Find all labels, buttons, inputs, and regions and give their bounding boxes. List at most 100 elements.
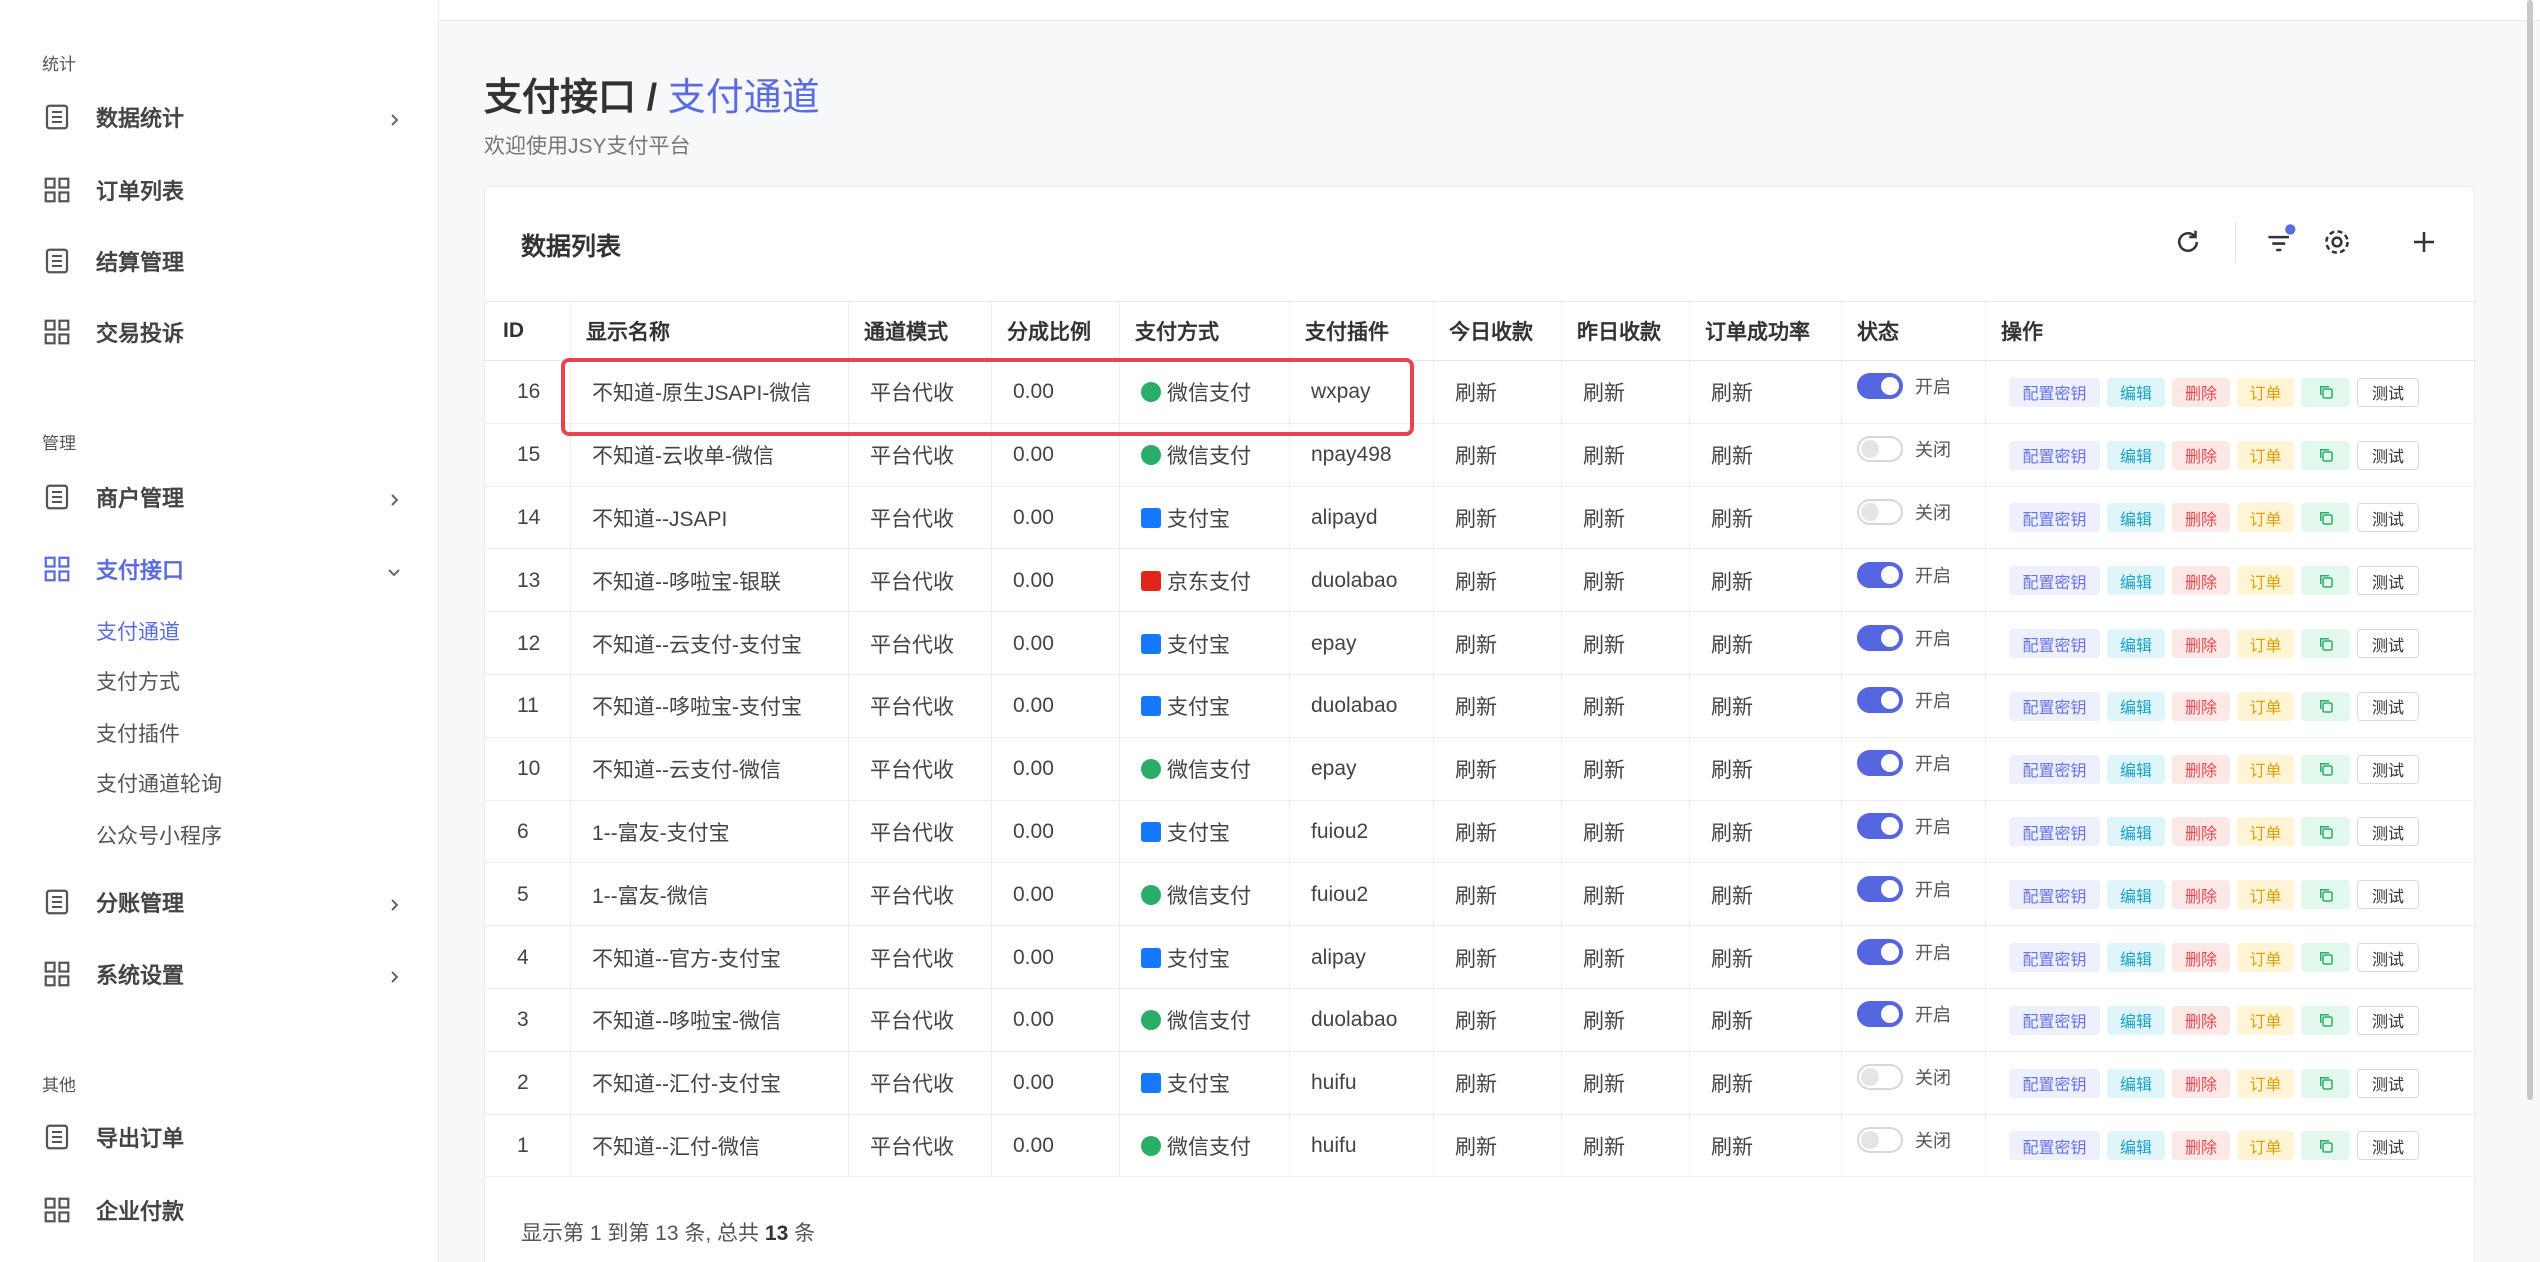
submenu-item[interactable]: 公众号小程序 xyxy=(96,825,222,848)
action-button[interactable]: 编辑 xyxy=(2107,691,2165,721)
submenu-item[interactable]: 支付通道轮询 xyxy=(96,773,222,796)
action-button[interactable]: 删除 xyxy=(2172,754,2230,784)
action-button[interactable]: 删除 xyxy=(2172,691,2230,721)
filter-button[interactable] xyxy=(2262,223,2298,259)
toggle[interactable] xyxy=(1857,624,1903,651)
menu-item[interactable]: 系统设置 xyxy=(96,963,185,988)
menu-item[interactable]: 企业付款 xyxy=(96,1199,185,1224)
action-button[interactable]: 测试 xyxy=(2357,503,2419,533)
action-button[interactable]: 测试 xyxy=(2357,1005,2419,1035)
action-button[interactable]: 配置密钥 xyxy=(2009,377,2100,407)
toggle[interactable] xyxy=(1857,750,1903,777)
action-button[interactable]: 订单 xyxy=(2237,1131,2294,1161)
action-button[interactable]: 测试 xyxy=(2357,943,2419,973)
action-button[interactable]: 配置密钥 xyxy=(2009,629,2100,659)
settings-button[interactable] xyxy=(2322,227,2352,257)
action-button[interactable]: 配置密钥 xyxy=(2009,880,2100,910)
toggle[interactable] xyxy=(1857,436,1903,463)
copy-button[interactable] xyxy=(2301,503,2350,533)
action-button[interactable]: 删除 xyxy=(2172,880,2230,910)
action-button[interactable]: 删除 xyxy=(2172,817,2230,847)
action-button[interactable]: 删除 xyxy=(2172,377,2230,407)
action-button[interactable]: 编辑 xyxy=(2107,566,2165,596)
toggle[interactable] xyxy=(1857,1064,1903,1091)
action-button[interactable]: 测试 xyxy=(2357,440,2419,470)
action-button[interactable]: 配置密钥 xyxy=(2009,943,2100,973)
action-button[interactable]: 配置密钥 xyxy=(2009,1068,2100,1098)
action-button[interactable]: 配置密钥 xyxy=(2009,503,2100,533)
action-button[interactable]: 配置密钥 xyxy=(2009,1131,2100,1161)
toggle[interactable] xyxy=(1857,373,1903,400)
copy-button[interactable] xyxy=(2301,1005,2350,1035)
action-button[interactable]: 测试 xyxy=(2357,817,2419,847)
action-button[interactable]: 测试 xyxy=(2357,880,2419,910)
submenu-item[interactable]: 支付方式 xyxy=(96,671,180,694)
menu-item[interactable]: 数据统计 xyxy=(96,106,185,131)
action-button[interactable]: 订单 xyxy=(2237,440,2294,470)
toggle[interactable] xyxy=(1857,687,1903,714)
action-button[interactable]: 编辑 xyxy=(2107,880,2165,910)
action-button[interactable]: 删除 xyxy=(2172,943,2230,973)
action-button[interactable]: 删除 xyxy=(2172,1005,2230,1035)
action-button[interactable]: 删除 xyxy=(2172,566,2230,596)
action-button[interactable]: 编辑 xyxy=(2107,1005,2165,1035)
menu-item[interactable]: 订单列表 xyxy=(96,179,185,204)
action-button[interactable]: 测试 xyxy=(2357,377,2419,407)
action-button[interactable]: 测试 xyxy=(2357,1131,2419,1161)
action-button[interactable]: 编辑 xyxy=(2107,1131,2165,1161)
copy-button[interactable] xyxy=(2301,440,2350,470)
toggle[interactable] xyxy=(1857,812,1903,839)
action-button[interactable]: 配置密钥 xyxy=(2009,1005,2100,1035)
toggle[interactable] xyxy=(1857,561,1903,588)
action-button[interactable]: 测试 xyxy=(2357,629,2419,659)
action-button[interactable]: 删除 xyxy=(2172,1131,2230,1161)
action-button[interactable]: 订单 xyxy=(2237,817,2294,847)
menu-item[interactable]: 商户管理 xyxy=(96,486,185,511)
action-button[interactable]: 配置密钥 xyxy=(2009,754,2100,784)
action-button[interactable]: 删除 xyxy=(2172,1068,2230,1098)
menu-item[interactable]: 支付接口 xyxy=(96,558,185,583)
submenu-item[interactable]: 支付通道 xyxy=(96,621,180,644)
action-button[interactable]: 编辑 xyxy=(2107,943,2165,973)
action-button[interactable]: 测试 xyxy=(2357,1068,2419,1098)
action-button[interactable]: 订单 xyxy=(2237,503,2294,533)
action-button[interactable]: 测试 xyxy=(2357,566,2419,596)
menu-item[interactable]: 分账管理 xyxy=(96,891,185,916)
action-button[interactable]: 编辑 xyxy=(2107,503,2165,533)
copy-button[interactable] xyxy=(2301,943,2350,973)
copy-button[interactable] xyxy=(2301,880,2350,910)
action-button[interactable]: 配置密钥 xyxy=(2009,440,2100,470)
submenu-item[interactable]: 支付插件 xyxy=(96,723,180,746)
action-button[interactable]: 编辑 xyxy=(2107,817,2165,847)
action-button[interactable]: 订单 xyxy=(2237,566,2294,596)
toggle[interactable] xyxy=(1857,1001,1903,1028)
action-button[interactable]: 配置密钥 xyxy=(2009,566,2100,596)
action-button[interactable]: 编辑 xyxy=(2107,754,2165,784)
copy-button[interactable] xyxy=(2301,691,2350,721)
action-button[interactable]: 订单 xyxy=(2237,1068,2294,1098)
action-button[interactable]: 编辑 xyxy=(2107,440,2165,470)
action-button[interactable]: 订单 xyxy=(2237,880,2294,910)
copy-button[interactable] xyxy=(2301,1068,2350,1098)
action-button[interactable]: 订单 xyxy=(2237,629,2294,659)
menu-item[interactable]: 结算管理 xyxy=(96,250,185,275)
refresh-button[interactable] xyxy=(2173,227,2203,257)
action-button[interactable]: 编辑 xyxy=(2107,377,2165,407)
copy-button[interactable] xyxy=(2301,754,2350,784)
copy-button[interactable] xyxy=(2301,629,2350,659)
menu-item[interactable]: 导出订单 xyxy=(96,1126,185,1151)
action-button[interactable]: 删除 xyxy=(2172,629,2230,659)
add-button[interactable] xyxy=(2409,227,2439,257)
copy-button[interactable] xyxy=(2301,1131,2350,1161)
toggle[interactable] xyxy=(1857,1126,1903,1153)
copy-button[interactable] xyxy=(2301,377,2350,407)
action-button[interactable]: 删除 xyxy=(2172,440,2230,470)
action-button[interactable]: 订单 xyxy=(2237,943,2294,973)
copy-button[interactable] xyxy=(2301,817,2350,847)
toggle[interactable] xyxy=(1857,938,1903,965)
menu-item[interactable]: 交易投诉 xyxy=(96,321,185,346)
action-button[interactable]: 测试 xyxy=(2357,754,2419,784)
action-button[interactable]: 配置密钥 xyxy=(2009,817,2100,847)
action-button[interactable]: 订单 xyxy=(2237,754,2294,784)
action-button[interactable]: 订单 xyxy=(2237,691,2294,721)
